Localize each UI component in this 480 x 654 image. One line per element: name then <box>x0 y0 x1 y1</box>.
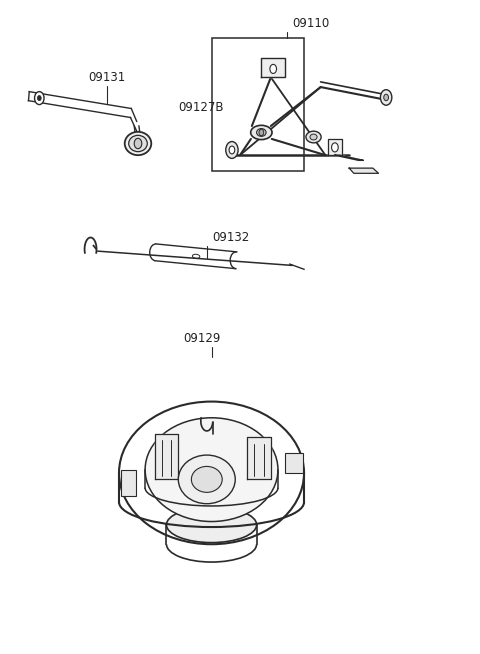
Ellipse shape <box>257 129 266 136</box>
Circle shape <box>35 92 44 105</box>
Text: 09129: 09129 <box>183 332 221 345</box>
Bar <box>285 453 303 473</box>
Ellipse shape <box>192 466 222 492</box>
Ellipse shape <box>167 507 257 543</box>
Circle shape <box>259 129 264 136</box>
Bar <box>212 39 304 171</box>
Ellipse shape <box>251 126 272 139</box>
Circle shape <box>37 95 41 101</box>
Circle shape <box>384 94 388 101</box>
Circle shape <box>270 64 276 73</box>
Polygon shape <box>349 168 379 173</box>
Circle shape <box>332 143 338 152</box>
Circle shape <box>134 138 142 148</box>
Text: 09132: 09132 <box>212 231 249 244</box>
Circle shape <box>226 141 238 158</box>
Ellipse shape <box>306 131 321 143</box>
Text: 09131: 09131 <box>88 71 126 84</box>
Ellipse shape <box>145 418 278 521</box>
Polygon shape <box>328 139 342 155</box>
Polygon shape <box>247 438 271 479</box>
Polygon shape <box>261 58 285 77</box>
Ellipse shape <box>129 135 147 152</box>
Polygon shape <box>155 434 179 479</box>
Text: 09110: 09110 <box>292 17 330 30</box>
Circle shape <box>229 146 235 154</box>
Circle shape <box>381 90 392 105</box>
Ellipse shape <box>310 134 317 140</box>
Ellipse shape <box>119 402 304 544</box>
Text: 09127B: 09127B <box>178 101 223 114</box>
Bar <box>121 470 136 496</box>
Ellipse shape <box>179 455 235 504</box>
Ellipse shape <box>125 132 151 155</box>
Polygon shape <box>335 155 363 160</box>
